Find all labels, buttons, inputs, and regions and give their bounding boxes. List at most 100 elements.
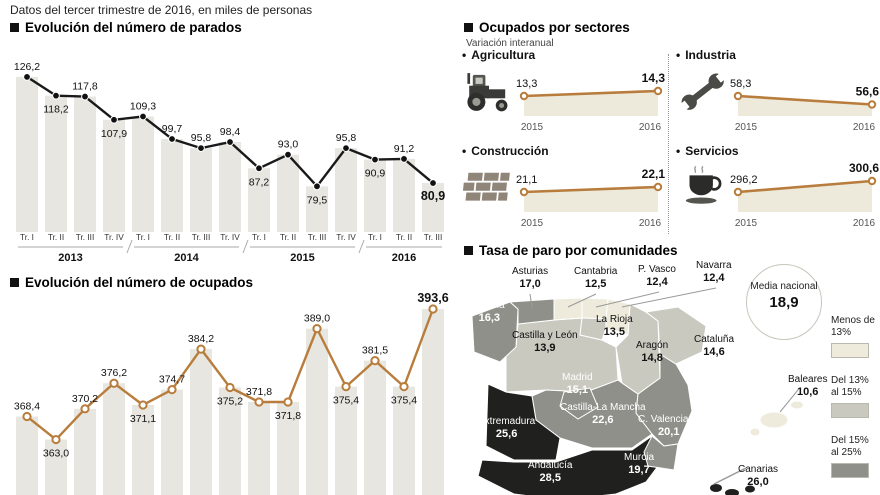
region-label-madrid: Madrid 15,1 <box>562 372 593 396</box>
svg-text:Tr. II: Tr. II <box>280 232 296 242</box>
region-label-asturias: Asturias 17,0 <box>512 266 549 290</box>
map-legend: Menos de 13% Del 13% al 15% Del 15% al 2… <box>831 315 879 495</box>
region-navarra <box>605 298 631 336</box>
svg-text:2016: 2016 <box>639 122 662 133</box>
svg-text:384,2: 384,2 <box>188 333 214 345</box>
region-label-andalucia: Andalucía 28,5 <box>528 460 573 484</box>
region-cataluna <box>644 306 707 365</box>
legend-item: Del 15% al 25% <box>831 435 879 478</box>
region-label-castilla-la-mancha: Castilla-La Mancha 22,6 <box>560 402 646 426</box>
agricultura-mini-chart: 13,3 14,3 2015 2016 <box>516 71 666 133</box>
region-label-galicia: Galicia 16,3 <box>474 300 505 324</box>
svg-text:109,3: 109,3 <box>130 100 156 112</box>
svg-text:2015: 2015 <box>290 252 314 264</box>
svg-text:56,6: 56,6 <box>856 85 880 99</box>
svg-text:376,2: 376,2 <box>101 367 127 379</box>
svg-text:370,2: 370,2 <box>72 393 98 405</box>
svg-text:91,2: 91,2 <box>394 143 415 155</box>
legend-swatch <box>831 403 869 418</box>
svg-text:2014: 2014 <box>174 252 199 264</box>
svg-text:374,7: 374,7 <box>159 374 185 386</box>
svg-text:Tr. I: Tr. I <box>20 232 34 242</box>
svg-text:87,2: 87,2 <box>249 176 270 188</box>
bricks-icon <box>462 172 510 201</box>
industria-mini-chart: 58,3 56,6 2015 2016 <box>730 78 880 133</box>
svg-text:14,3: 14,3 <box>642 71 666 85</box>
svg-text:2015: 2015 <box>735 218 758 229</box>
svg-text:21,1: 21,1 <box>516 174 537 186</box>
spain-map <box>471 287 804 495</box>
svg-text:363,0: 363,0 <box>43 448 69 460</box>
svg-text:300,6: 300,6 <box>849 161 879 175</box>
svg-text:2016: 2016 <box>853 218 876 229</box>
region-label-extremadura: Extremadura 25,6 <box>478 416 536 440</box>
svg-text:2016: 2016 <box>392 252 416 264</box>
region-label-cantabria: Cantabria 12,5 <box>574 266 618 290</box>
region-cantabria <box>553 297 583 321</box>
region-canarias-island <box>745 485 755 493</box>
svg-text:371,8: 371,8 <box>246 386 272 398</box>
svg-text:13,3: 13,3 <box>516 78 537 90</box>
p-vasco-leader-line <box>595 291 660 308</box>
media-nacional-bubble: Media nacional 18,9 <box>746 264 822 340</box>
region-canarias-island <box>710 484 722 492</box>
svg-text:95,8: 95,8 <box>191 132 212 144</box>
region-baleares-ibiza <box>749 427 761 437</box>
svg-text:2015: 2015 <box>521 218 544 229</box>
svg-text:Tr. II: Tr. II <box>48 232 64 242</box>
region-label-p-vasco: P. Vasco 12,4 <box>638 264 676 288</box>
svg-text:371,8: 371,8 <box>275 410 301 422</box>
svg-text:126,2: 126,2 <box>14 61 40 73</box>
svg-text:389,0: 389,0 <box>304 313 330 325</box>
bullet-square-icon <box>464 246 473 255</box>
svg-text:Tr. I: Tr. I <box>136 232 150 242</box>
region-label-aragon: Aragón 14,8 <box>636 340 669 364</box>
servicios-mini-chart: 296,2 300,6 2015 2016 <box>730 161 879 229</box>
baleares-leader-line <box>779 389 799 413</box>
svg-text:22,1: 22,1 <box>642 167 666 181</box>
media-nacional-value: 18,9 <box>769 294 799 311</box>
svg-text:2015: 2015 <box>521 122 544 133</box>
sectores-section-title: Ocupados por sectores <box>464 20 630 35</box>
svg-text:381,5: 381,5 <box>362 345 388 357</box>
svg-text:Tr. III: Tr. III <box>192 232 211 242</box>
svg-text:117,8: 117,8 <box>72 81 98 93</box>
map-section-title: Tasa de paro por comunidades <box>464 243 678 258</box>
svg-text:2016: 2016 <box>853 122 876 133</box>
bullet-square-icon <box>10 23 19 32</box>
svg-text:Tr. IV: Tr. IV <box>336 232 356 242</box>
svg-text:Tr. IV: Tr. IV <box>104 232 124 242</box>
svg-text:Tr. II: Tr. II <box>396 232 412 242</box>
region-asturias <box>508 298 555 325</box>
svg-text:371,1: 371,1 <box>130 413 156 425</box>
svg-text:93,0: 93,0 <box>278 139 299 151</box>
svg-text:118,2: 118,2 <box>43 104 69 116</box>
region-label-murcia: Murcia 19,7 <box>624 452 655 476</box>
region-extremadura <box>485 383 561 461</box>
region-canarias-island <box>725 489 739 495</box>
region-baleares-mallorca <box>759 411 789 429</box>
region-label-baleares: Baleares 10,6 <box>788 374 828 398</box>
region-label-la-rioja: La Rioja 13,5 <box>596 314 633 338</box>
construccion-mini-chart: 21,1 22,1 2015 2016 <box>516 167 666 229</box>
region-baleares-menorca <box>790 400 804 410</box>
column-divider <box>668 54 669 234</box>
navarra-leader-line <box>621 287 717 308</box>
svg-text:99,7: 99,7 <box>162 123 183 135</box>
svg-text:2015: 2015 <box>735 122 758 133</box>
region-label-cataluna: Cataluña 14,6 <box>694 334 735 358</box>
svg-text:Tr. III: Tr. III <box>308 232 327 242</box>
svg-text:98,4: 98,4 <box>220 126 241 138</box>
asturias-leader-line <box>529 293 533 309</box>
tractor-icon <box>467 73 508 112</box>
parados-section-title: Evolución del número de parados <box>10 20 242 35</box>
cantabria-leader-line <box>567 293 597 308</box>
svg-text:80,9: 80,9 <box>421 189 445 203</box>
svg-text:375,4: 375,4 <box>391 395 417 407</box>
